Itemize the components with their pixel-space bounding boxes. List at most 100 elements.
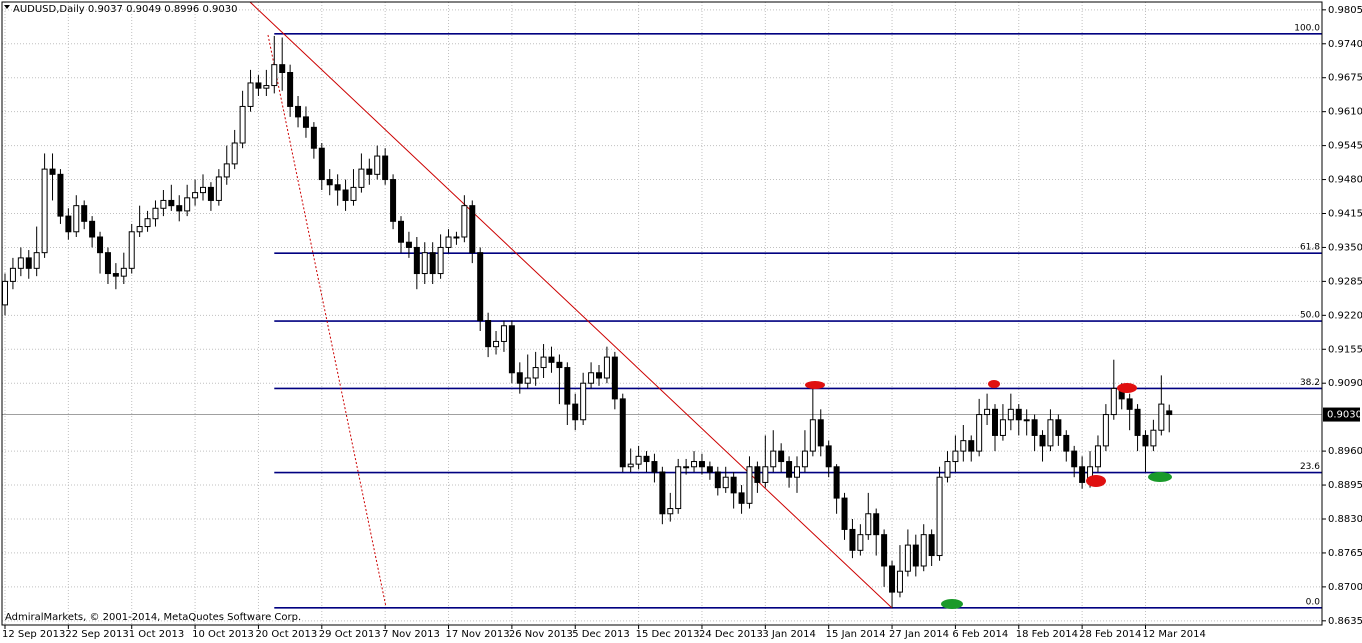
trend-line-dotted	[267, 34, 387, 608]
ohlc-close: 0.9030	[202, 4, 237, 15]
candle-body	[857, 534, 864, 551]
candle-body	[841, 497, 848, 530]
y-tick-label: 0.9675	[1328, 73, 1362, 84]
candle-body	[334, 184, 341, 191]
header-icon	[4, 5, 10, 9]
candle-body	[247, 82, 254, 107]
candle-body	[1063, 434, 1070, 452]
fib-label: 23.6	[1300, 462, 1320, 472]
x-tick-label: 20 Oct 2013	[255, 629, 317, 640]
marker	[941, 599, 963, 609]
candle-body	[564, 367, 571, 405]
marker	[1117, 383, 1137, 393]
symbol: AUDUSD,Daily	[13, 4, 85, 15]
candle-body	[976, 414, 983, 452]
candle-body	[152, 207, 159, 220]
candle-body	[136, 226, 143, 233]
candle-body	[382, 155, 389, 181]
candle-body	[485, 320, 492, 348]
candle-body	[1094, 445, 1101, 468]
candle-body	[936, 476, 943, 557]
candle-body	[398, 220, 404, 243]
candle-body	[9, 267, 16, 282]
x-tick-label: 10 Oct 2013	[192, 629, 254, 640]
candle-body	[928, 534, 935, 557]
candle-body	[643, 455, 650, 463]
y-tick-label: 0.9220	[1328, 310, 1362, 321]
marker	[805, 381, 825, 389]
candle-body	[1102, 414, 1109, 447]
candle-body	[1166, 410, 1173, 416]
fib-label: 0.0	[1306, 597, 1321, 607]
x-tick-label: 12 Mar 2014	[1142, 629, 1205, 640]
candle-body	[223, 163, 230, 178]
x-tick-label: 29 Oct 2013	[319, 629, 381, 640]
y-tick-label: 0.9480	[1328, 175, 1362, 186]
candle-body	[405, 241, 412, 248]
candle-body	[833, 466, 840, 499]
candle-body	[786, 461, 793, 478]
x-tick-label: 22 Sep 2013	[65, 629, 128, 640]
y-tick-label: 0.9610	[1328, 107, 1362, 118]
candle-body	[659, 471, 666, 515]
candle-body	[889, 565, 896, 593]
candle-body	[698, 461, 705, 468]
candle-body	[89, 220, 96, 238]
fib-label: 38.2	[1300, 378, 1320, 388]
candle-body	[200, 186, 206, 194]
candle-body	[984, 408, 991, 416]
candle-body	[326, 179, 333, 186]
candle-body	[580, 382, 587, 421]
candle-body	[920, 534, 927, 567]
candle-body	[651, 461, 658, 473]
candle-body	[97, 236, 104, 254]
candle-body	[342, 189, 349, 201]
candle-body	[952, 450, 959, 463]
candle-body	[619, 398, 626, 468]
candle-body	[57, 173, 64, 217]
x-tick-label: 7 Nov 2013	[382, 629, 440, 640]
candle-body	[778, 450, 785, 463]
candle-body	[33, 252, 40, 269]
copyright: AdmiralMarkets, © 2001-2014, MetaQuotes …	[5, 612, 301, 623]
price-box	[1323, 407, 1360, 422]
candle-body	[207, 186, 214, 201]
candles	[2, 35, 1173, 608]
candle-body	[770, 450, 777, 468]
y-tick-label: 0.8895	[1328, 480, 1362, 491]
candle-body	[128, 231, 135, 269]
candle-body	[1126, 398, 1133, 410]
x-tick-label: 1 Oct 2013	[129, 629, 184, 640]
candle-body	[41, 168, 48, 254]
candle-body	[271, 64, 278, 87]
candle-body	[437, 246, 444, 275]
candle-body	[865, 513, 872, 536]
candle-body	[469, 205, 476, 254]
candle-body	[168, 199, 175, 207]
x-tick-label: 18 Feb 2014	[1016, 629, 1078, 640]
fib-label: 100.0	[1294, 23, 1320, 33]
candle-body	[184, 197, 191, 212]
candle-body	[667, 508, 674, 515]
candle-body	[762, 466, 769, 483]
candle-body	[1023, 419, 1030, 422]
candle-body	[429, 252, 436, 275]
y-tick-label: 0.8830	[1328, 514, 1362, 525]
ohlc-high: 0.9049	[126, 4, 161, 15]
candle-body	[461, 205, 468, 238]
x-tick-label: 28 Feb 2014	[1079, 629, 1141, 640]
candle-body	[849, 528, 856, 551]
candle-body	[730, 476, 737, 494]
candle-body	[1134, 408, 1141, 436]
y-tick-label: 0.9285	[1328, 276, 1362, 287]
candle-body	[960, 440, 967, 452]
candle-body	[540, 356, 547, 369]
candle-body	[192, 192, 199, 199]
candle-body	[992, 408, 998, 436]
candle-body	[144, 218, 151, 228]
candle-body	[25, 257, 32, 269]
candle-body	[453, 236, 460, 239]
candle-body	[754, 466, 761, 483]
y-tick-label: 0.9350	[1328, 242, 1362, 253]
candle-body	[516, 372, 523, 384]
